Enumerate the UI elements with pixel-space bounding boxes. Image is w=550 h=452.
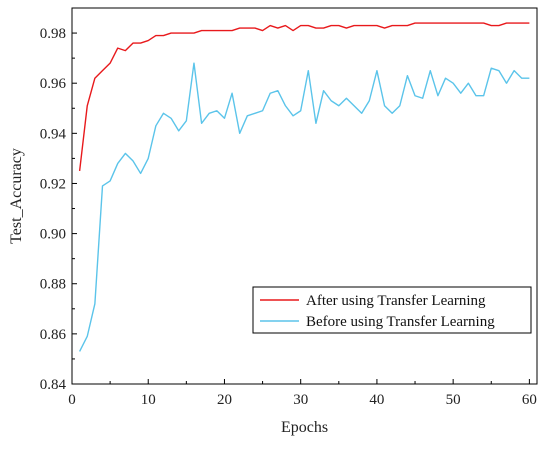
legend-label-before: Before using Transfer Learning — [306, 314, 495, 330]
y-tick-label: 0.88 — [40, 277, 66, 293]
y-tick-label: 0.98 — [40, 26, 66, 42]
x-tick-label: 0 — [68, 392, 76, 408]
legend-label-after: After using Transfer Learning — [306, 293, 486, 309]
x-tick-label: 50 — [446, 392, 461, 408]
series-line-after-transfer — [78, 22, 530, 172]
y-tick-label: 0.86 — [40, 327, 67, 343]
y-axis: 0.84 0.86 0.88 0.90 0.92 0.94 0.96 0.98 — [40, 26, 77, 393]
legend: After using Transfer Learning Before usi… — [252, 286, 532, 334]
legend-box — [252, 286, 532, 334]
x-tick-label: 60 — [522, 392, 537, 408]
y-axis-title: Test_Accuracy — [8, 148, 25, 244]
x-tick-label: 30 — [293, 392, 308, 408]
x-tick-label: 20 — [217, 392, 232, 408]
x-axis: 0 10 20 30 40 50 60 — [68, 379, 537, 408]
x-axis-title: Epochs — [281, 419, 328, 436]
y-tick-label: 0.90 — [40, 227, 66, 243]
plot-frame — [71, 7, 538, 385]
series-line-before-transfer — [78, 62, 530, 352]
x-tick-label: 40 — [369, 392, 384, 408]
plot-lines — [78, 22, 530, 352]
x-tick-label: 10 — [141, 392, 156, 408]
y-tick-label: 0.94 — [40, 126, 67, 142]
y-tick-label: 0.92 — [40, 176, 66, 192]
y-tick-label: 0.84 — [40, 377, 67, 393]
y-tick-label: 0.96 — [40, 76, 67, 92]
